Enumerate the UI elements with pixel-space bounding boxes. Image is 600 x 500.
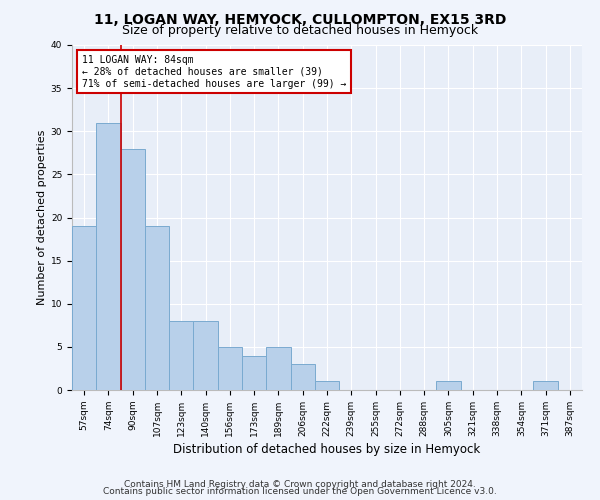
X-axis label: Distribution of detached houses by size in Hemyock: Distribution of detached houses by size … [173,443,481,456]
Text: Contains public sector information licensed under the Open Government Licence v3: Contains public sector information licen… [103,487,497,496]
Bar [145,226,169,390]
Text: 11 LOGAN WAY: 84sqm
← 28% of detached houses are smaller (39)
71% of semi-detach: 11 LOGAN WAY: 84sqm ← 28% of detached ho… [82,56,347,88]
Bar [193,321,218,390]
Bar [533,382,558,390]
Bar [266,347,290,390]
Text: Size of property relative to detached houses in Hemyock: Size of property relative to detached ho… [122,24,478,37]
Bar [96,122,121,390]
Bar [436,382,461,390]
Text: Contains HM Land Registry data © Crown copyright and database right 2024.: Contains HM Land Registry data © Crown c… [124,480,476,489]
Bar [72,226,96,390]
Bar [290,364,315,390]
Text: 11, LOGAN WAY, HEMYOCK, CULLOMPTON, EX15 3RD: 11, LOGAN WAY, HEMYOCK, CULLOMPTON, EX15… [94,12,506,26]
Bar [315,382,339,390]
Bar [218,347,242,390]
Bar [242,356,266,390]
Y-axis label: Number of detached properties: Number of detached properties [37,130,47,305]
Bar [169,321,193,390]
Bar [121,148,145,390]
